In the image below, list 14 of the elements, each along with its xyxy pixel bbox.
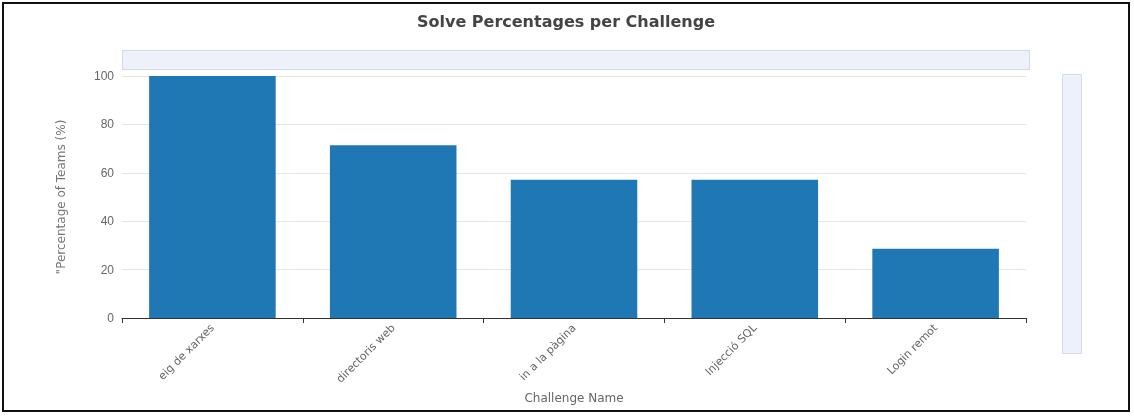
y-tick-label: 100 [93, 69, 115, 83]
bar [691, 179, 819, 318]
y-tick-label: 60 [100, 165, 115, 180]
bar [149, 76, 276, 318]
bar [872, 248, 999, 318]
y-tick-label: 80 [100, 117, 115, 132]
y-tick-label: 20 [100, 262, 115, 277]
y-tick-label: 40 [100, 214, 115, 229]
y-tick-label: 0 [107, 311, 115, 325]
bar [510, 179, 638, 318]
y-axis-title: "Percentage of Teams (%) [54, 119, 68, 275]
x-axis-title: Challenge Name [524, 390, 624, 405]
bar [329, 145, 457, 318]
chart-title: Solve Percentages per Challenge [416, 11, 716, 31]
